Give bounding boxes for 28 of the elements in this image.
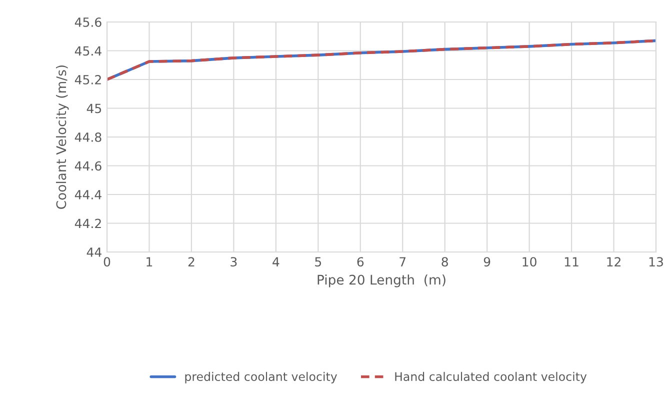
x-tick-label: 8: [442, 257, 448, 267]
x-tick-label: 10: [522, 257, 536, 267]
y-tick-label: 44.2: [74, 218, 101, 228]
x-tick-label: 12: [607, 257, 620, 266]
y-tick-label: 44: [86, 248, 102, 257]
x-tick-label: 3: [230, 257, 237, 267]
y-tick-label: 45.6: [74, 17, 102, 27]
x-tick-label: 0: [104, 257, 110, 267]
y-tick-label: 45.2: [74, 74, 101, 84]
x-axis-title: Pipe 20 Length (m): [318, 274, 446, 288]
legend-label: predicted coolant velocity: [185, 372, 338, 384]
y-tick-label: 45: [86, 104, 102, 114]
x-tick-label: 5: [315, 257, 322, 267]
x-tick-label: 9: [484, 257, 490, 267]
x-tick-label: 11: [564, 257, 578, 266]
x-tick-label: 4: [272, 257, 280, 266]
x-tick-label: 1: [146, 257, 152, 266]
x-tick-label: 6: [357, 257, 364, 267]
x-tick-label: 13: [649, 257, 663, 267]
y-axis-title: Coolant Velocity (m/s): [56, 66, 69, 209]
x-tick-label: 7: [400, 257, 406, 266]
line-series: [107, 39, 656, 81]
y-tick-label: 44.4: [74, 190, 102, 200]
legend-label: Hand calculated coolant velocity: [395, 372, 587, 384]
y-tick-label: 44.6: [74, 161, 102, 171]
y-tick-label: 44.8: [74, 132, 102, 142]
x-tick-label: 2: [188, 257, 194, 266]
y-tick-label: 45.4: [74, 46, 102, 56]
